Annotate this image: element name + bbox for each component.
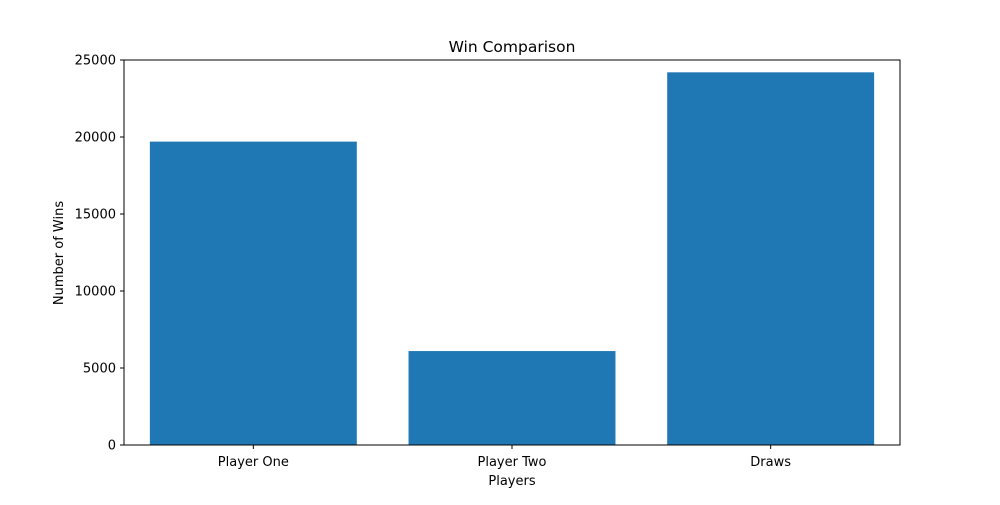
plot-area-frame (123, 59, 901, 446)
bar-player-one (149, 141, 357, 445)
x-axis-ticks: Player One Player Two Draws (218, 445, 791, 470)
y-axis-ticks: 0 5000 10000 15000 20000 25000 (75, 54, 124, 454)
y-tick-label: 15000 (75, 208, 116, 223)
bar-player-two (408, 351, 616, 445)
x-tick-label: Player One (218, 455, 289, 470)
bars-group (149, 72, 875, 445)
y-tick-label: 5000 (83, 362, 116, 377)
x-tick-label: Draws (750, 455, 791, 470)
y-tick-label: 0 (108, 439, 116, 454)
y-axis-label: Number of Wins (52, 201, 67, 305)
x-tick-label: Player Two (478, 455, 547, 470)
bar-draws (667, 72, 875, 445)
y-tick-label: 25000 (75, 54, 116, 69)
y-tick-label: 10000 (75, 285, 116, 300)
x-axis-label: Players (488, 474, 535, 489)
chart-title: Win Comparison (449, 38, 576, 56)
y-tick-label: 20000 (75, 131, 116, 146)
